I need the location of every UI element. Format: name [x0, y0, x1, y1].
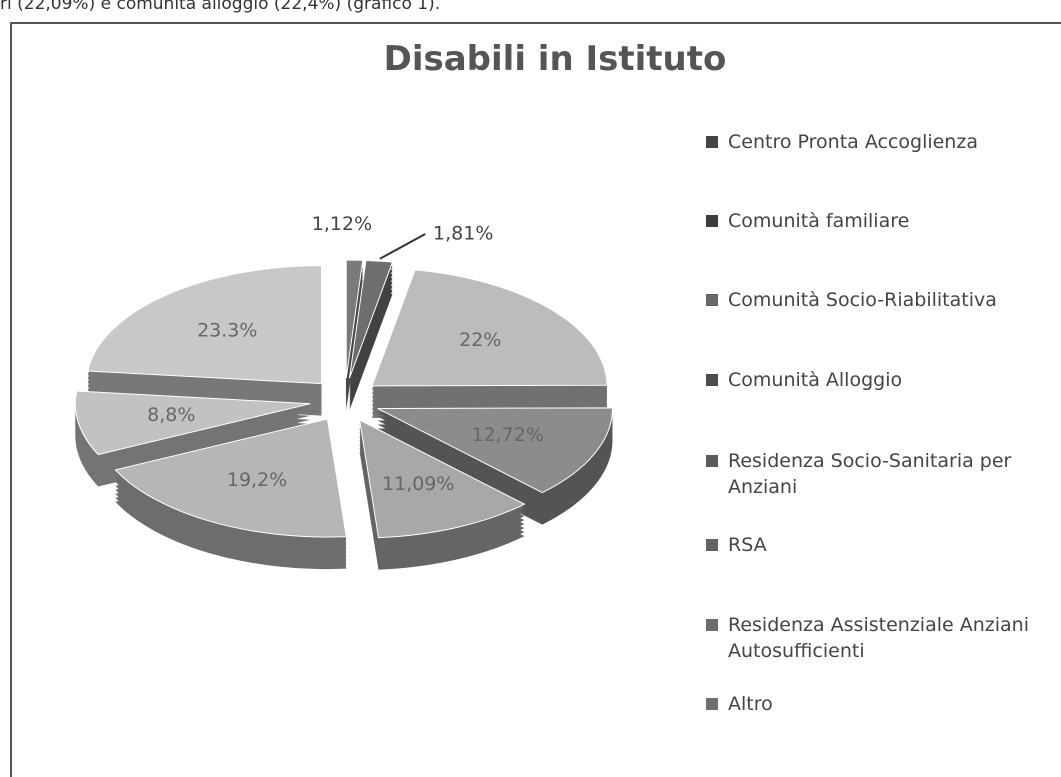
legend-label: Residenza Socio-Sanitaria per Anziani — [728, 450, 1012, 498]
legend-entry: Comunità familiare — [706, 208, 1061, 234]
leader-line — [379, 233, 426, 260]
legend-label: RSA — [728, 534, 767, 556]
legend-entry: Centro Pronta Accoglienza — [706, 129, 1061, 155]
legend-label: Residenza Assistenziale Anziani Autosuff… — [728, 614, 1029, 662]
legend-swatch — [706, 294, 718, 306]
data-label: 22% — [459, 329, 501, 351]
legend-entry: RSA — [706, 532, 1061, 558]
slice — [371, 269, 608, 387]
slice — [345, 259, 364, 379]
data-label: 11,09% — [382, 473, 454, 495]
legend-swatch — [706, 374, 718, 386]
slice — [114, 418, 347, 538]
legend-label: Centro Pronta Accoglienza — [728, 131, 978, 153]
data-label: 23.3% — [197, 319, 257, 341]
chart-frame — [10, 22, 1061, 777]
legend-swatch — [706, 698, 718, 710]
legend-entry: Altro — [706, 691, 1061, 717]
data-label: 19,2% — [227, 469, 287, 491]
legend-label: Comunità Alloggio — [728, 369, 903, 391]
data-label: 1,12% — [312, 213, 372, 235]
slice — [377, 407, 613, 494]
data-label: 1,81% — [433, 223, 493, 245]
slice-side — [349, 272, 393, 391]
slice-side — [349, 288, 393, 407]
slice-side — [349, 292, 393, 411]
slice-side — [349, 276, 393, 395]
slice — [348, 259, 394, 379]
legend-label: Comunità Socio-Riabilitativa — [728, 289, 997, 311]
legend-swatch — [706, 455, 718, 467]
slice — [358, 419, 526, 539]
legend-swatch — [706, 215, 718, 227]
legend-entry: Residenza Socio-Sanitaria per Anziani — [706, 448, 1061, 500]
legend-entry: Comunità Alloggio — [706, 367, 1061, 393]
legend-entry: Residenza Assistenziale Anziani Autosuff… — [706, 612, 1061, 664]
legend-swatch — [706, 539, 718, 551]
data-label: 12,72% — [471, 424, 543, 446]
legend-entry: Comunità Socio-Riabilitativa — [706, 287, 1061, 313]
slice-side — [349, 264, 393, 383]
legend-swatch — [706, 619, 718, 631]
slice-side — [349, 280, 393, 399]
legend-swatch — [706, 136, 718, 148]
slice-side — [349, 284, 393, 403]
context-text: ri (22,09%) e comunità alloggio (22,4%) … — [0, 0, 441, 14]
legend-label: Comunità familiare — [728, 210, 910, 232]
slice — [74, 390, 311, 456]
slice-side — [349, 268, 393, 387]
legend-label: Altro — [728, 693, 773, 715]
data-label: 8,8% — [147, 404, 195, 426]
slice — [87, 265, 322, 385]
chart-title: Disabili in Istituto — [384, 39, 727, 79]
